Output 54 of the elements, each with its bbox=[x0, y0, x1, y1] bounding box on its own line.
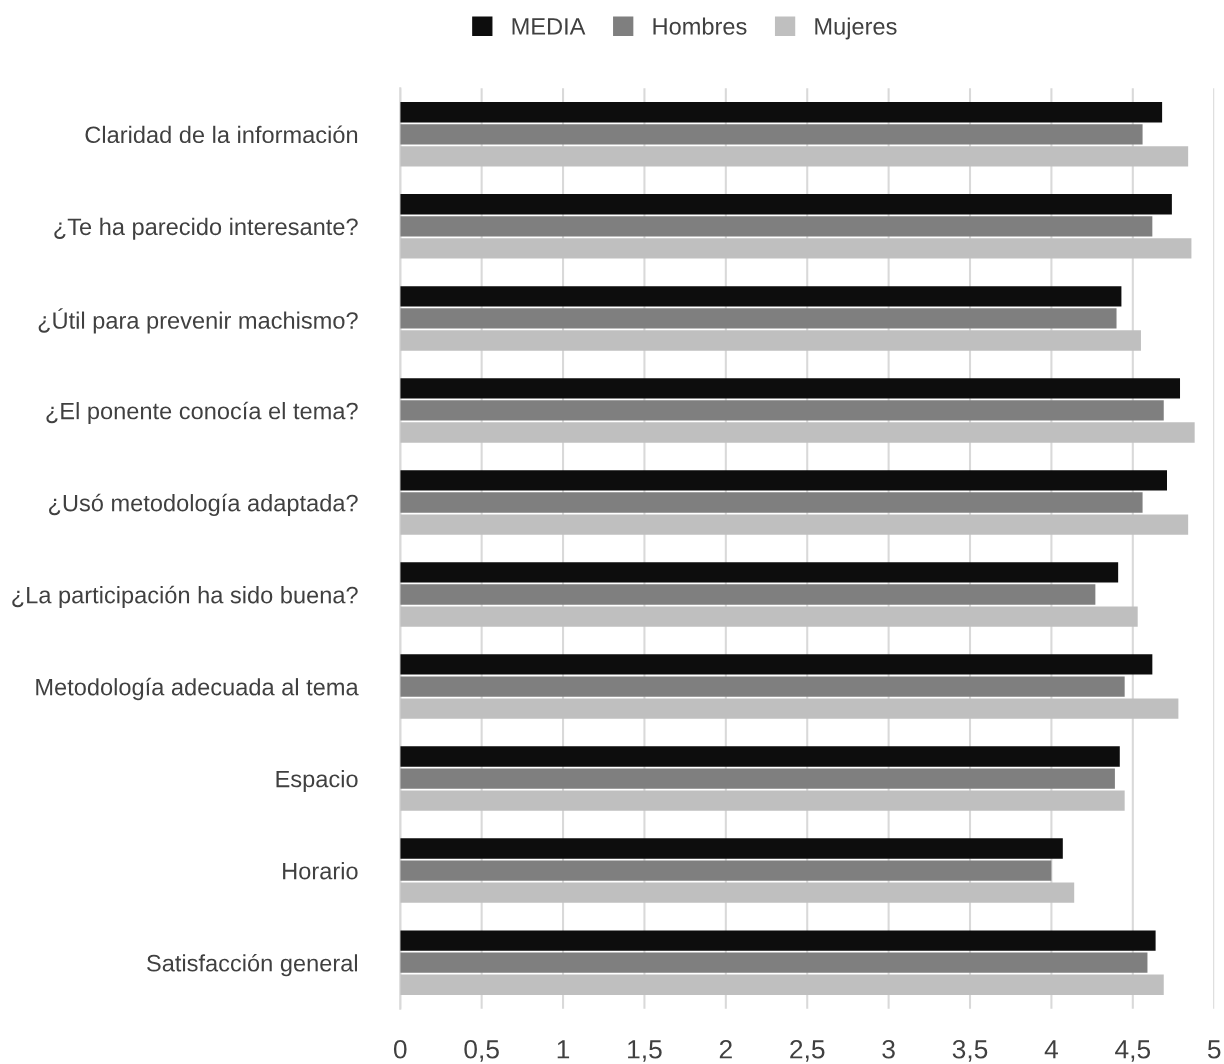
bar bbox=[400, 492, 1143, 513]
y-tick-label: ¿Útil para prevenir machismo? bbox=[38, 308, 358, 334]
x-tick-label: 2 bbox=[719, 1039, 732, 1059]
x-tick-label: 3 bbox=[882, 1039, 895, 1059]
y-tick-label: Satisfacción general bbox=[147, 953, 358, 977]
y-tick-label: Metodología adecuada al tema bbox=[36, 677, 359, 701]
bar bbox=[400, 238, 1192, 259]
bar bbox=[400, 676, 1125, 697]
bar bbox=[400, 882, 1075, 903]
bar bbox=[400, 216, 1153, 237]
bar bbox=[400, 930, 1156, 951]
y-tick-label: ¿Usó metodología adaptada? bbox=[49, 493, 358, 517]
bar bbox=[400, 860, 1052, 881]
bar bbox=[400, 470, 1167, 491]
bar bbox=[400, 654, 1153, 675]
x-tick-label: 5 bbox=[1207, 1040, 1221, 1059]
bar bbox=[400, 194, 1172, 215]
x-tick-label: 1,5 bbox=[628, 1040, 662, 1062]
legend-label: MEDIA bbox=[512, 18, 586, 35]
bar bbox=[400, 952, 1148, 973]
x-tick-label: 0 bbox=[393, 1039, 407, 1059]
bar bbox=[400, 286, 1122, 307]
bar bbox=[400, 330, 1141, 351]
bar bbox=[400, 768, 1115, 789]
legend-label: Mujeres bbox=[815, 17, 897, 40]
bar bbox=[400, 124, 1143, 145]
bar bbox=[400, 584, 1096, 605]
y-tick-label: Horario bbox=[283, 862, 358, 880]
bar bbox=[400, 606, 1138, 627]
bar bbox=[400, 790, 1125, 811]
bar bbox=[400, 422, 1195, 443]
x-tick-label: 0,5 bbox=[464, 1039, 499, 1062]
bar bbox=[400, 698, 1179, 719]
bar bbox=[400, 838, 1063, 859]
bar bbox=[400, 308, 1117, 329]
x-tick-label: 1 bbox=[557, 1040, 570, 1059]
x-tick-label: 4,5 bbox=[1115, 1040, 1151, 1062]
bar bbox=[400, 562, 1119, 583]
bar bbox=[400, 378, 1181, 399]
y-tick-label: ¿La participación ha sido buena? bbox=[12, 585, 358, 609]
y-tick-label: ¿El ponente conocía el tema? bbox=[46, 401, 358, 425]
bar bbox=[400, 102, 1163, 123]
bar bbox=[400, 400, 1164, 421]
y-tick-label: Espacio bbox=[276, 770, 358, 793]
legend-label: Hombres bbox=[653, 17, 747, 35]
x-tick-label: 4 bbox=[1044, 1040, 1058, 1059]
x-tick-label: 2,5 bbox=[790, 1039, 825, 1062]
bar bbox=[400, 514, 1189, 535]
x-tick-label: 3,5 bbox=[952, 1039, 988, 1062]
bar bbox=[400, 746, 1120, 767]
y-tick-label: ¿Te ha parecido interesante? bbox=[54, 217, 358, 240]
y-tick-label: Claridad de la información bbox=[85, 125, 358, 144]
bar bbox=[400, 974, 1164, 995]
bar bbox=[400, 146, 1189, 167]
